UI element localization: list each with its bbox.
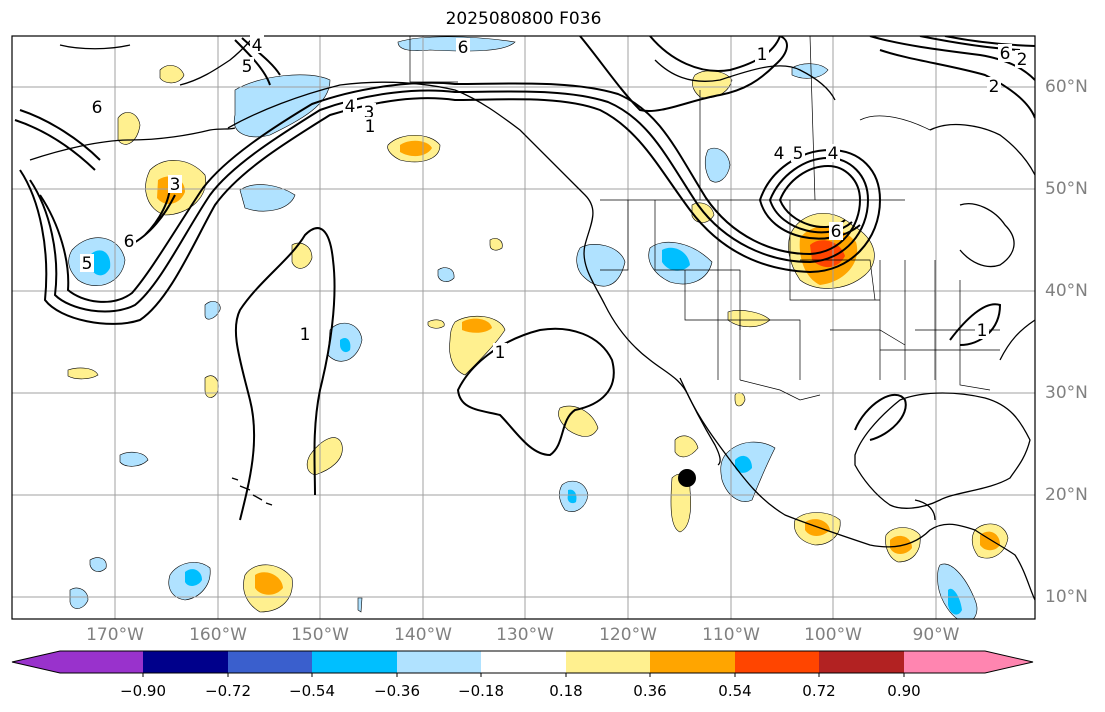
lon-label: 140°W [394,625,452,645]
lon-label: 130°W [496,625,554,645]
colorbar-segment [819,651,904,673]
lat-label: 60°N [1045,77,1088,97]
colorbar-segment [143,651,228,673]
contour-label: 1 [495,343,506,363]
map-panel: 4 5 6 3 6 5 4 3 1 6 1 1 4 5 4 6 6 2 1 [11,35,1036,620]
lat-label: 20°N [1045,485,1088,505]
contour-label: 6 [124,232,135,252]
contour-label: 6 [92,98,103,118]
colorbar-extend-high [985,651,1033,673]
colorbar-tick-label: −0.18 [458,682,504,700]
contour-label: 5 [793,144,804,164]
contour-label: 1 [300,325,311,345]
plot-title: 2025080800 F036 [445,9,602,29]
lat-label: 30°N [1045,383,1088,403]
location-marker [678,469,696,487]
lon-label: 100°W [804,625,862,645]
colorbar-segment [397,651,481,673]
contour-label: 2 [989,77,1000,97]
political-boundaries [409,36,1000,401]
colorbar-segment [904,651,985,673]
colorbar [11,650,1034,677]
contour-label: 6 [831,222,842,242]
contour-label: 1 [757,45,768,65]
colorbar-tick-label: 0.90 [887,682,921,700]
colorbar-tick-label: −0.90 [120,682,166,700]
colorbar-tick-label: 0.54 [718,682,752,700]
contour-label: 5 [242,57,253,77]
contour-label: 4 [828,144,839,164]
lat-label: 10°N [1045,587,1088,607]
contour-label: 1 [365,117,376,137]
contour-label: 6 [458,38,469,58]
colorbar-tick-label: −0.36 [374,682,420,700]
contour-label: 3 [364,103,375,123]
lat-label: 40°N [1045,281,1088,301]
colorbar-segment [60,651,143,673]
lon-label: 150°W [291,625,349,645]
map-frame [11,35,1036,620]
colorbar-tick-label: 0.18 [549,682,583,700]
colorbar-segment [650,651,735,673]
colorbar-segment [228,651,312,673]
contour-label: 1 [977,321,988,341]
colorbar-segment [481,651,566,673]
colorbar-segment [566,651,650,673]
colorbar-tick-label: −0.54 [289,682,335,700]
lon-label: 160°W [189,625,247,645]
contour-label: 3 [170,175,181,195]
contour-label: 4 [252,36,263,56]
contour-label: 5 [82,254,93,274]
colorbar-tick-label: −0.72 [205,682,251,700]
lon-label: 120°W [599,625,657,645]
lon-label: 110°W [702,625,760,645]
contour-label: 4 [345,97,356,117]
contour-label: 2 [1017,50,1028,70]
contour-label: 6 [1000,44,1011,64]
lon-label: 170°W [86,625,144,645]
colorbar-segment [312,651,397,673]
colorbar-tick-label: 0.72 [802,682,836,700]
colorbar-segment [735,651,819,673]
colorbar-outline [11,650,1034,674]
lon-label: 90°W [912,625,960,645]
contour-label: 4 [774,144,785,164]
colorbar-tick-label: 0.36 [633,682,667,700]
graticule [12,36,1035,619]
lat-label: 50°N [1045,179,1088,199]
colorbar-extend-low [12,651,60,673]
